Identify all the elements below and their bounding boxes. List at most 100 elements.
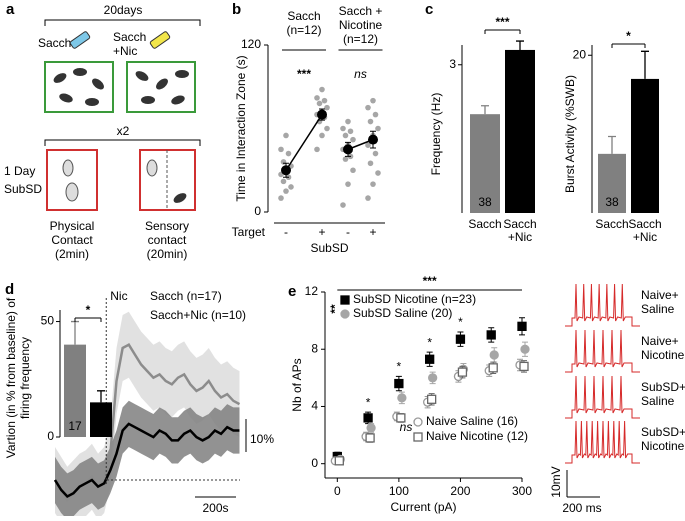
point [324,125,330,132]
x-tick-label: Sacch [628,217,661,231]
marker [334,456,344,466]
line [53,422,240,499]
point [278,195,284,201]
point [285,150,292,157]
panel-label: d [5,281,14,298]
mouse [62,159,74,177]
mice [53,68,189,106]
point [350,136,356,143]
point [342,132,349,139]
point [345,181,351,187]
trace-label: SubSD+ [641,425,685,439]
y-tick-label: 0 [311,456,318,470]
group-label: (n=12) [343,32,378,46]
point [375,170,381,176]
x-tick-label: 100 [389,484,409,498]
annotation: ns [400,420,413,434]
bar-label: 38 [478,195,492,209]
panel-a: a 20days Sacch Sacch +Nic x2 1 Day SubSD… [4,1,201,261]
condition-label: Sensory [145,219,189,233]
error-bar [481,105,489,115]
point [316,100,323,107]
y-axis-label: Burst Activity (%SWB) [563,75,577,193]
marker [486,330,496,340]
bracket [44,19,201,26]
error-band [55,400,240,520]
bottle [69,31,91,49]
point [283,188,289,194]
condition-label: (20min) [147,247,188,261]
x-tick-label: Sacch [468,217,501,231]
x-tick-label: 0 [334,484,341,498]
legend-marker [413,432,423,442]
point [319,132,325,139]
condition-label: (2min) [55,247,89,261]
repeat: x2 [117,124,130,138]
legend-label: SubSD Saline (20) [353,306,452,320]
annotation: ** [328,304,342,314]
duration: 20days [104,3,143,17]
legend-marker [413,417,423,427]
x-tick-label: - [284,225,288,239]
condition-label: Physical [50,219,95,233]
day-label: SubSD [4,182,42,196]
point [283,132,289,139]
point [370,97,376,104]
point [350,167,356,174]
mean [343,144,353,155]
x-tick-label: + [318,225,325,239]
legend-marker [340,309,350,319]
marker [520,344,530,354]
marker [394,378,404,389]
marker [396,413,406,423]
point [365,142,371,148]
group-label: Sacch [38,36,71,50]
group-label: +Nic [113,44,137,58]
point [347,128,354,135]
error-bar [97,390,105,403]
cage [46,149,98,211]
point [314,95,320,101]
group-label: Sacch [113,30,146,44]
condition-label: Contact [51,233,93,247]
point [288,184,294,190]
y-axis-label: Vartion (in % from baseline) of [4,297,18,458]
error-bar [608,135,616,154]
y-tick-label: 8 [311,341,318,355]
y-axis-label: firing frequency [18,337,32,419]
point [367,160,374,167]
bar [90,402,112,437]
point [321,97,328,104]
trace-label: Saline [641,394,675,408]
scale-label-v: 10mV [549,466,563,497]
marker [455,334,466,344]
y-axis-label: Time in Interaction Zone (s) [234,55,248,201]
x-axis-label: SubSD [310,241,348,255]
group-label: (n=12) [286,23,321,37]
marker [363,413,373,423]
point [340,202,346,208]
bar-label: 38 [605,195,619,209]
trace [565,283,640,327]
y-tick-label: 120 [241,37,261,51]
bracket [44,139,201,146]
marker [457,367,468,377]
mean-line [285,114,323,171]
annotation: *** [423,274,437,288]
point [365,104,371,111]
y-tick-label: 50 [41,314,55,328]
x-tick-label: +Nic [633,230,657,244]
mouse [173,193,187,203]
trace-label: Naive+ [641,334,679,348]
legend-label: Sacch (n=17) [150,289,222,303]
mean [368,134,378,145]
error-bar [71,320,79,345]
point [365,195,371,201]
point [278,146,284,153]
y-axis-label: Nb of APs [290,358,304,411]
annotation: *** [495,15,509,29]
x-tick-label: - [346,225,350,239]
trace [565,420,640,464]
day-label: 1 Day [4,164,35,178]
